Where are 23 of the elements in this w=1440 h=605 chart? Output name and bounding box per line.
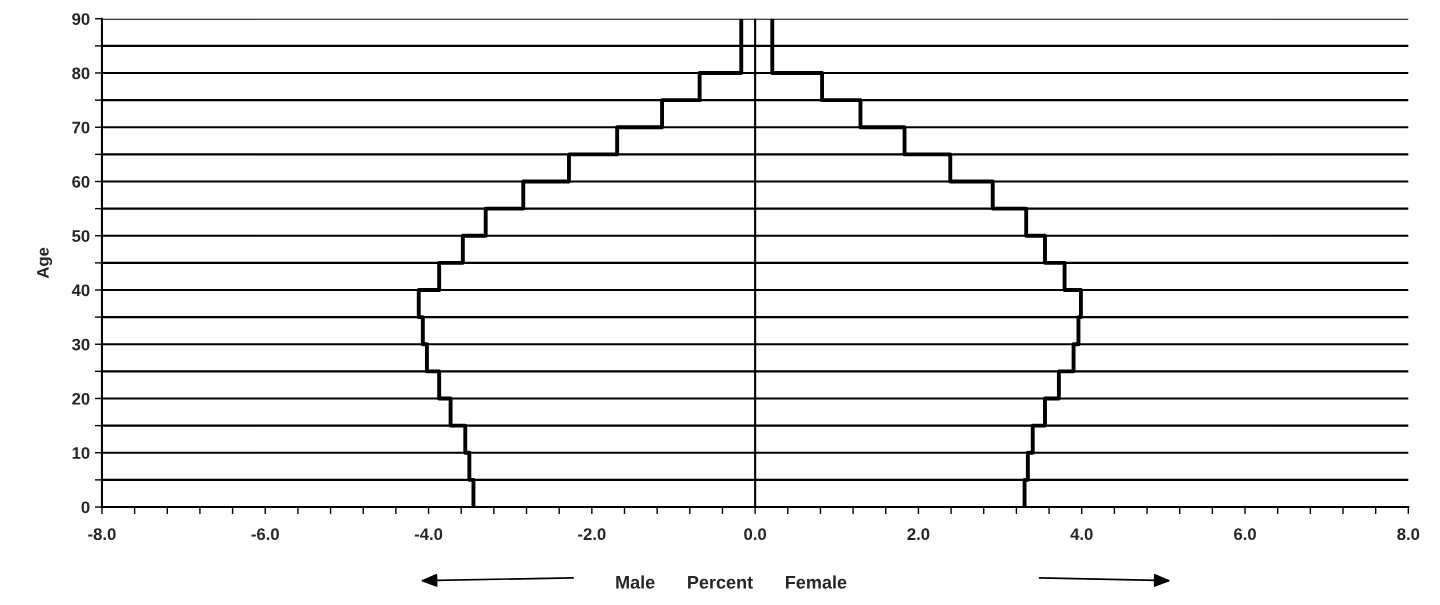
text: Male bbox=[616, 575, 655, 589]
x-tick-label: -2.0 bbox=[578, 528, 606, 541]
x-tick-label: 0.0 bbox=[744, 528, 767, 541]
y-tick-label: 40 bbox=[71, 284, 90, 297]
x-tick-label: -6.0 bbox=[251, 528, 279, 541]
y-tick-label: 20 bbox=[72, 392, 90, 405]
y-axis-title: Age bbox=[37, 247, 53, 279]
y-tick-label: 70 bbox=[72, 121, 90, 134]
x-tick-label: 4.0 bbox=[1070, 528, 1093, 541]
y-tick-label: 0 bbox=[81, 501, 90, 514]
y-tick-label: 30 bbox=[71, 338, 90, 351]
x-tick-label: 2.0 bbox=[907, 528, 930, 541]
x-tick-label: 8.0 bbox=[1397, 528, 1420, 541]
x-tick-label: -8.0 bbox=[88, 528, 116, 541]
text: Female bbox=[786, 575, 847, 589]
y-tick-label: 90 bbox=[72, 13, 90, 25]
x-axis-title: Percent bbox=[688, 576, 753, 589]
y-tick-label: 50 bbox=[72, 230, 90, 242]
y-tick-label: 60 bbox=[72, 175, 90, 188]
x-tick-label: -4.0 bbox=[414, 528, 443, 541]
y-tick-label: 80 bbox=[72, 67, 90, 80]
y-tick-label: 10 bbox=[72, 447, 90, 459]
x-tick-label: 6.0 bbox=[1234, 528, 1256, 541]
